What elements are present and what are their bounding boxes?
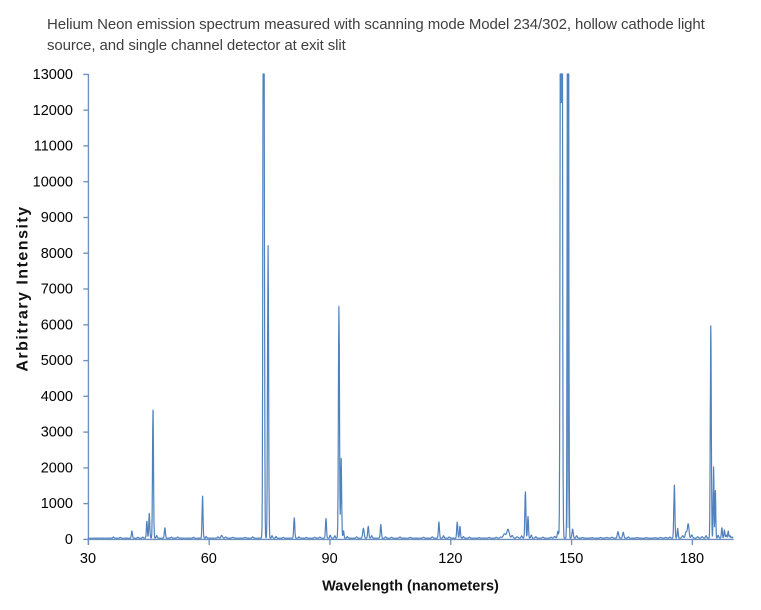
svg-text:11000: 11000: [34, 139, 73, 155]
svg-text:Wavelength (nanometers): Wavelength (nanometers): [322, 579, 499, 595]
svg-text:90: 90: [322, 551, 338, 567]
svg-text:8000: 8000: [41, 246, 73, 262]
svg-text:10000: 10000: [33, 174, 73, 190]
svg-text:Arbitrary Intensity: Arbitrary Intensity: [15, 205, 32, 371]
svg-text:180: 180: [680, 551, 704, 567]
svg-text:5000: 5000: [41, 353, 73, 369]
svg-text:13000: 13000: [33, 67, 73, 83]
svg-text:4000: 4000: [41, 389, 73, 405]
svg-text:30: 30: [80, 551, 96, 567]
svg-text:7000: 7000: [41, 282, 73, 298]
svg-text:3000: 3000: [41, 425, 73, 441]
svg-text:1000: 1000: [41, 496, 73, 512]
svg-text:2000: 2000: [41, 461, 73, 477]
svg-text:60: 60: [201, 551, 217, 567]
svg-text:6000: 6000: [41, 317, 73, 333]
svg-text:120: 120: [438, 551, 462, 567]
svg-text:9000: 9000: [41, 210, 73, 226]
svg-text:0: 0: [65, 532, 73, 548]
svg-text:12000: 12000: [33, 103, 73, 119]
svg-text:150: 150: [559, 551, 583, 567]
